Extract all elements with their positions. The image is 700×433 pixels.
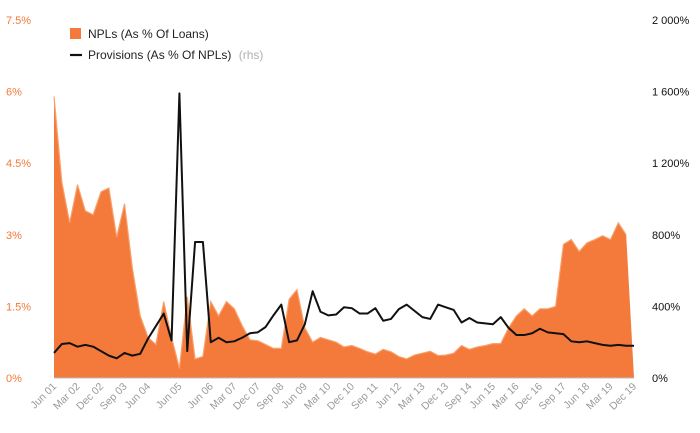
x-tick-label: Sep 08 <box>254 381 286 413</box>
y-right-tick-label: 2 000% <box>652 15 690 27</box>
legend-swatch-npls <box>70 28 81 39</box>
plot-area <box>53 92 634 379</box>
y-left-tick-label: 4.5% <box>6 158 31 170</box>
y-left-tick-label: 7.5% <box>6 15 31 27</box>
x-tick-label: Dec 19 <box>607 381 639 413</box>
y-left-tick-label: 0% <box>6 373 22 385</box>
x-tick-label: Sep 03 <box>98 381 130 413</box>
legend: NPLs (As % Of Loans) Provisions (As % Of… <box>70 27 263 62</box>
x-tick-label: Jun 05 <box>154 381 185 412</box>
legend-label-npls: NPLs (As % Of Loans) <box>88 27 209 41</box>
provisions-line <box>53 92 634 360</box>
y-right-tick-label: 800% <box>652 230 680 242</box>
right-axis: 0% 400% 800% 1 200% 1 600% 2 000% <box>652 15 690 385</box>
x-tick-label: Jun 04 <box>122 381 153 412</box>
legend-label-provisions: Provisions (As % Of NPLs) (rhs) <box>88 48 263 62</box>
x-tick-label: Sep 17 <box>537 381 569 413</box>
y-right-tick-label: 400% <box>652 301 680 313</box>
x-tick-label: Sep 14 <box>443 381 475 413</box>
y-left-tick-label: 6% <box>6 87 22 99</box>
legend-label-provisions-name: Provisions (As % Of NPLs) <box>88 48 231 62</box>
npls-area <box>54 96 634 379</box>
left-axis: 0% 1.5% 3% 4.5% 6% 7.5% <box>6 15 31 385</box>
y-right-tick-label: 0% <box>652 373 668 385</box>
y-right-tick-label: 1 600% <box>652 87 690 99</box>
npls-area-outline <box>53 96 627 369</box>
y-right-tick-label: 1 200% <box>652 158 690 170</box>
y-left-tick-label: 1.5% <box>6 301 31 313</box>
y-left-tick-label: 3% <box>6 230 22 242</box>
legend-label-provisions-note: (rhs) <box>239 48 264 62</box>
x-tick-label: Sep 11 <box>349 381 381 413</box>
